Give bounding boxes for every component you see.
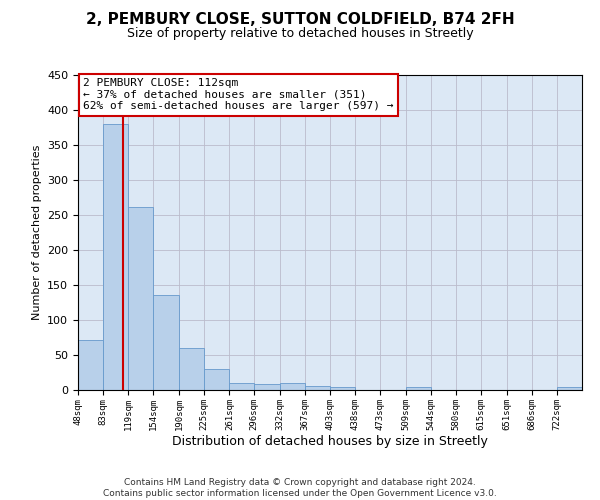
- Text: Contains HM Land Registry data © Crown copyright and database right 2024.
Contai: Contains HM Land Registry data © Crown c…: [103, 478, 497, 498]
- Text: Size of property relative to detached houses in Streetly: Size of property relative to detached ho…: [127, 28, 473, 40]
- X-axis label: Distribution of detached houses by size in Streetly: Distribution of detached houses by size …: [172, 436, 488, 448]
- Bar: [179, 348, 204, 390]
- Bar: [305, 386, 331, 390]
- Bar: [78, 340, 103, 390]
- Bar: [254, 384, 280, 390]
- Bar: [406, 387, 431, 390]
- Bar: [103, 124, 128, 390]
- Bar: [229, 383, 254, 390]
- Bar: [154, 295, 179, 390]
- Text: 2 PEMBURY CLOSE: 112sqm
← 37% of detached houses are smaller (351)
62% of semi-d: 2 PEMBURY CLOSE: 112sqm ← 37% of detache…: [83, 78, 394, 112]
- Text: 2, PEMBURY CLOSE, SUTTON COLDFIELD, B74 2FH: 2, PEMBURY CLOSE, SUTTON COLDFIELD, B74 …: [86, 12, 514, 28]
- Bar: [280, 383, 305, 390]
- Bar: [557, 387, 582, 390]
- Bar: [128, 208, 154, 390]
- Y-axis label: Number of detached properties: Number of detached properties: [32, 145, 41, 320]
- Bar: [204, 369, 229, 390]
- Bar: [331, 386, 355, 390]
